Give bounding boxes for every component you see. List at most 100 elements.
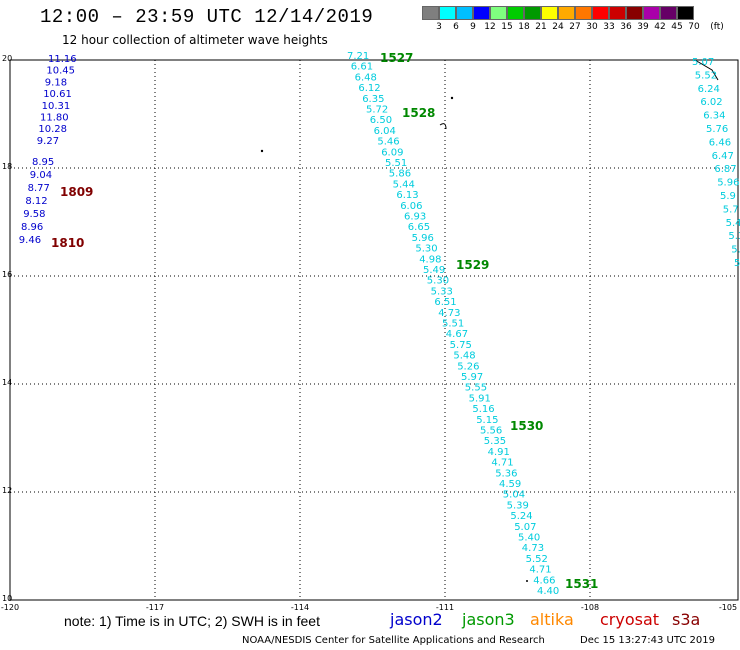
wave-height-value: 6.35 (362, 94, 384, 105)
colorbar-cell (456, 6, 473, 20)
wave-height-value: 5.24 (510, 511, 532, 522)
colorbar-label: 70 (688, 22, 700, 32)
colorbar-label: 39 (637, 22, 649, 32)
wave-height-value: 9.58 (23, 209, 45, 220)
mission-legend-altika: altika (530, 610, 574, 629)
colorbar-label: 15 (501, 22, 513, 32)
wave-height-value: 7.21 (347, 51, 369, 62)
wave-height-value: 6.51 (434, 297, 456, 308)
x-tick-label: -120 (0, 603, 20, 612)
colorbar-cell (524, 6, 541, 20)
y-tick-label: 10 (2, 594, 13, 603)
wave-height-value: 5.86 (389, 169, 411, 180)
mission-legend-cryosat: cryosat (600, 610, 660, 629)
wave-height-value: 10.61 (43, 89, 72, 100)
wave-height-value: 4.73 (438, 308, 460, 319)
wave-height-value: 6.65 (408, 222, 430, 233)
mission-legend-jason3: jason3 (462, 610, 515, 629)
wave-height-value: 6.61 (351, 62, 373, 73)
wave-height-value: 5.55 (465, 383, 487, 394)
wave-height-value: 6.48 (355, 72, 377, 83)
wave-height-value: 5.56 (480, 426, 502, 437)
wave-height-value: 6.46 (709, 137, 731, 148)
wave-height-value: 4.98 (419, 254, 441, 265)
wave-height-value: 5.40 (518, 533, 540, 544)
colorbar-label: 27 (569, 22, 581, 32)
colorbar-cell (507, 6, 524, 20)
colorbar-cell (677, 6, 694, 20)
colorbar-label: 6 (453, 22, 459, 32)
colorbar-label: 3 (436, 22, 442, 32)
wave-height-value: 6.93 (404, 212, 426, 223)
wave-height-value: 8.96 (21, 222, 43, 233)
wave-height-value: 5.3 (731, 245, 740, 256)
mission-legend-s3a: s3a (672, 610, 701, 629)
wave-height-value: 6.06 (400, 201, 422, 212)
wave-height-value: 4.59 (499, 479, 521, 490)
wave-height-value: 4.91 (488, 447, 510, 458)
wave-height-value: 4.67 (446, 329, 468, 340)
map-title: 12:00 – 23:59 UTC 12/14/2019 (40, 6, 374, 28)
colorbar-cell (541, 6, 558, 20)
wave-height-value: 5.46 (377, 137, 399, 148)
wave-height-value: 8.77 (28, 183, 50, 194)
wave-height-value: 5.52 (526, 554, 548, 565)
x-tick-label: -114 (290, 603, 310, 612)
colorbar-cell (422, 6, 439, 20)
wave-height-value: 5.49 (423, 265, 445, 276)
pass-number-label: 1530 (510, 419, 543, 433)
footer-note: note: 1) Time is in UTC; 2) SWH is in fe… (64, 613, 320, 629)
wave-height-value: 10.45 (46, 66, 75, 77)
y-tick-label: 18 (2, 162, 13, 171)
mission-legend-jason2: jason2 (390, 610, 443, 629)
colorbar-cell (660, 6, 677, 20)
wave-height-value: 4.71 (491, 458, 513, 469)
colorbar-cell (439, 6, 456, 20)
colorbar-cell (473, 6, 490, 20)
wave-height-value: 5.30 (415, 244, 437, 255)
wave-height-value: 5.96 (717, 178, 739, 189)
wave-height-value: 5.39 (507, 500, 529, 511)
wave-height-value: 5.07 (514, 522, 536, 533)
wave-height-value: 5.44 (393, 179, 415, 190)
colorbar-cell (575, 6, 592, 20)
wave-height-value: 9.27 (37, 136, 59, 147)
wave-height-value: 9.46 (19, 235, 41, 246)
wave-height-value: 5.04 (503, 490, 525, 501)
wave-height-value: 5.30 (427, 276, 449, 287)
wave-height-value: 5.76 (706, 124, 728, 135)
coastline (260, 59, 719, 582)
wave-height-value: 5.7 (723, 204, 739, 215)
colorbar-label: 45 (671, 22, 683, 32)
timestamp: Dec 15 13:27:43 UTC 2019 (580, 635, 715, 646)
wave-height-value: 5.91 (469, 393, 491, 404)
wave-height-value: 5.9 (720, 191, 736, 202)
wave-height-value: 10.31 (42, 101, 71, 112)
x-tick-label: -111 (435, 603, 455, 612)
pass-number-label: 1531 (565, 577, 598, 591)
map-subtitle: 12 hour collection of altimeter wave hei… (62, 33, 328, 47)
wave-height-value: 11.80 (40, 113, 69, 124)
map-frame (9, 59, 739, 601)
colorbar-label: 30 (586, 22, 598, 32)
colorbar-labels: 3 6 9 12 15 18 21 24 27 30 33 36 39 42 45 70 (ft) (422, 22, 740, 34)
wave-height-value: 6.87 (714, 164, 736, 175)
pass-number-label: 1527 (380, 51, 413, 65)
pass-number-label: 1809 (60, 185, 93, 199)
wave-height-value: 5.72 (366, 105, 388, 116)
wave-height-value: 5.4 (726, 218, 740, 229)
wave-height-value: 6.13 (396, 190, 418, 201)
wave-height-value: 6.47 (712, 151, 734, 162)
colorbar-cell (643, 6, 660, 20)
colorbar-label: 18 (518, 22, 530, 32)
wave-height-value: 4.73 (522, 543, 544, 554)
pass-number-label: 1529 (456, 258, 489, 272)
wave-height-value: 5.16 (472, 404, 494, 415)
wave-height-value: 5.07 (692, 57, 714, 68)
y-tick-label: 16 (2, 270, 13, 279)
colorbar-cell (592, 6, 609, 20)
wave-height-value: 6.12 (358, 83, 380, 94)
wave-height-value: 6.34 (703, 111, 725, 122)
wave-height-value: 8.95 (32, 157, 54, 168)
